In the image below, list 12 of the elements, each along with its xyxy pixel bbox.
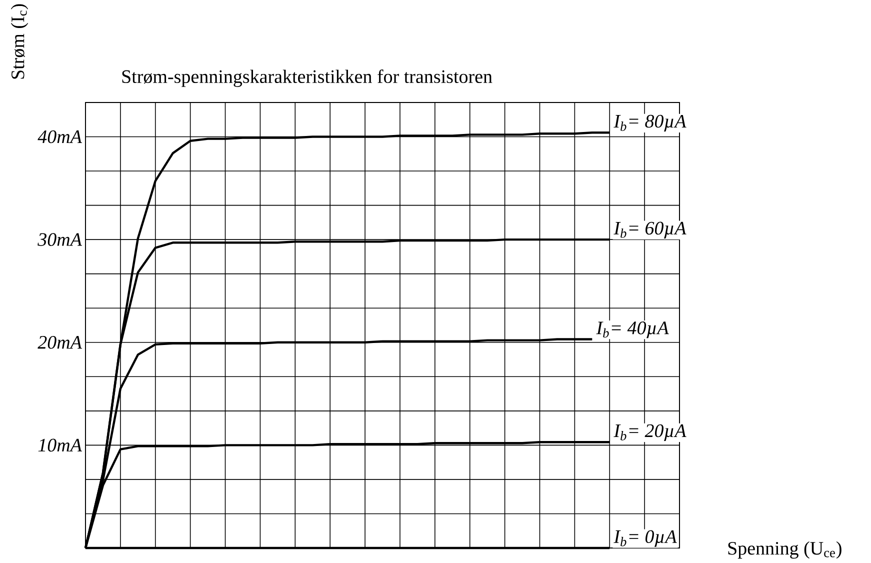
series-label: I$_{b}$= 60µA xyxy=(614,222,686,238)
chart-title: Strøm-spenningskarakteristikken for transistoren xyxy=(122,69,492,87)
series-label: I$_{b}$= 80µA xyxy=(614,114,686,132)
y-tick-label: 30mA xyxy=(38,233,82,246)
series-label: I$_{b}$= 40µA xyxy=(596,322,669,338)
y-axis-title: Strøm (I$_{c}$) xyxy=(10,4,28,79)
x-axis-title: Spenning (U$_{ce}$) xyxy=(728,541,842,559)
series-label: I$_{b}$= 20µA xyxy=(614,424,686,441)
y-tick-label: 10mA xyxy=(38,438,82,452)
y-tick-label: 40mA xyxy=(38,130,82,144)
series-label: I$_{b}$= 0µA xyxy=(614,530,677,547)
y-tick-label: 20mA xyxy=(38,336,82,349)
